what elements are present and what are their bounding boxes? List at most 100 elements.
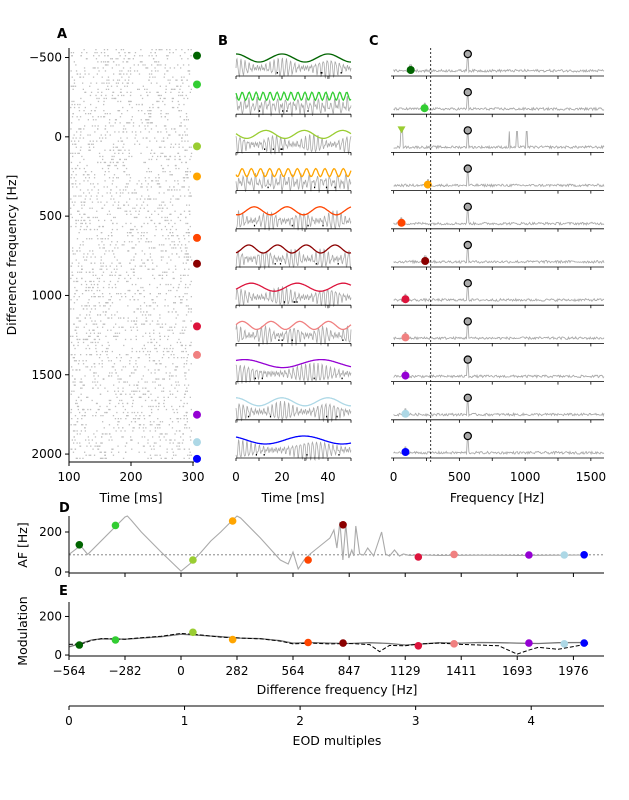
raster-dot	[133, 256, 135, 258]
raster-dot	[95, 119, 97, 121]
raster-dot	[89, 335, 91, 337]
raster-dot	[152, 106, 154, 109]
raster-dot	[136, 70, 139, 72]
raster-dot	[91, 320, 93, 322]
raster-dot	[103, 97, 105, 100]
raster-dot	[189, 158, 191, 161]
raster-dot	[175, 79, 177, 81]
raster-dot	[153, 198, 155, 200]
raster-dot	[190, 155, 192, 158]
raster-dot	[111, 241, 113, 243]
raster-dot	[165, 250, 167, 252]
raster-dot	[73, 106, 76, 109]
raster-dot	[79, 73, 81, 75]
raster-dot	[131, 396, 133, 398]
raster-dot	[129, 94, 132, 97]
panel-b-spike	[315, 263, 317, 265]
raster-dot	[89, 198, 91, 200]
raster-dot	[90, 262, 93, 264]
raster-dot	[97, 448, 99, 450]
raster-dot	[144, 161, 146, 164]
raster-dot	[180, 76, 183, 78]
raster-dot	[70, 207, 72, 209]
raster-dot	[85, 454, 87, 456]
raster-dot	[177, 244, 179, 246]
raster-dot	[178, 94, 180, 97]
raster-dot	[106, 354, 108, 356]
raster-dot	[111, 158, 113, 161]
raster-dot	[133, 411, 136, 414]
raster-dot	[115, 49, 117, 51]
raster-dot	[163, 192, 165, 194]
raster-dot	[158, 61, 160, 63]
panel-b-spike	[254, 377, 256, 380]
raster-dot	[183, 97, 185, 100]
raster-dot	[114, 283, 116, 286]
raster-dot	[82, 384, 85, 386]
raster-dot	[82, 408, 84, 411]
raster-dot	[117, 177, 119, 179]
raster-dot	[144, 393, 147, 395]
raster-dot	[127, 411, 129, 414]
raster-dot	[151, 341, 153, 344]
raster-dot	[115, 244, 117, 246]
raster-dot	[188, 73, 191, 75]
raster-dot	[75, 146, 77, 148]
raster-dot	[142, 393, 144, 395]
raster-dot	[121, 70, 123, 72]
raster-dot	[183, 363, 185, 365]
raster-dot	[111, 262, 113, 264]
raster-dot	[165, 155, 167, 158]
raster-dot	[102, 457, 104, 459]
raster-dot	[137, 289, 139, 292]
raster-dot	[143, 296, 145, 298]
raster-dot	[117, 421, 119, 423]
raster-dot	[170, 259, 172, 261]
raster-dot	[151, 180, 154, 182]
raster-dot	[189, 225, 191, 228]
raster-dot	[84, 198, 86, 200]
raster-dot	[119, 262, 122, 264]
raster-dot	[141, 183, 143, 185]
raster-dot	[154, 137, 156, 139]
raster-dot	[88, 289, 90, 292]
raster-dot	[139, 424, 141, 426]
raster-dot	[153, 360, 155, 362]
raster-dot	[127, 289, 129, 292]
raster-dot	[137, 411, 139, 414]
raster-dot	[135, 216, 137, 219]
panel-b-spike	[314, 186, 316, 189]
raster-dot	[152, 381, 154, 383]
raster-dot	[165, 180, 167, 182]
raster-dot	[86, 308, 88, 310]
raster-dot	[149, 293, 151, 295]
raster-dot	[141, 259, 143, 261]
raster-dot	[184, 329, 186, 331]
panel-e-xtick-label: 847	[338, 664, 361, 678]
raster-dot	[82, 457, 84, 459]
raster-dot	[123, 317, 125, 319]
raster-dot	[170, 354, 172, 356]
raster-dot	[124, 149, 126, 151]
raster-dot	[151, 122, 153, 124]
raster-dot	[167, 305, 169, 307]
raster-dot	[115, 323, 117, 325]
raster-dot	[97, 332, 99, 334]
panel-e-point	[189, 628, 197, 637]
raster-dot	[72, 335, 74, 337]
raster-dot	[77, 103, 79, 106]
raster-dot	[126, 186, 128, 188]
raster-dot	[186, 357, 188, 359]
raster-dot	[141, 314, 144, 316]
raster-dot	[159, 439, 161, 441]
raster-dot	[70, 308, 72, 310]
raster-dot	[184, 393, 186, 395]
raster-dot	[81, 424, 83, 426]
raster-dot	[79, 369, 81, 371]
raster-dot	[134, 265, 136, 267]
raster-dot	[111, 372, 113, 374]
raster-dot	[128, 155, 130, 158]
raster-dot	[129, 122, 131, 124]
raster-dot	[143, 418, 146, 420]
raster-dot	[112, 161, 114, 164]
